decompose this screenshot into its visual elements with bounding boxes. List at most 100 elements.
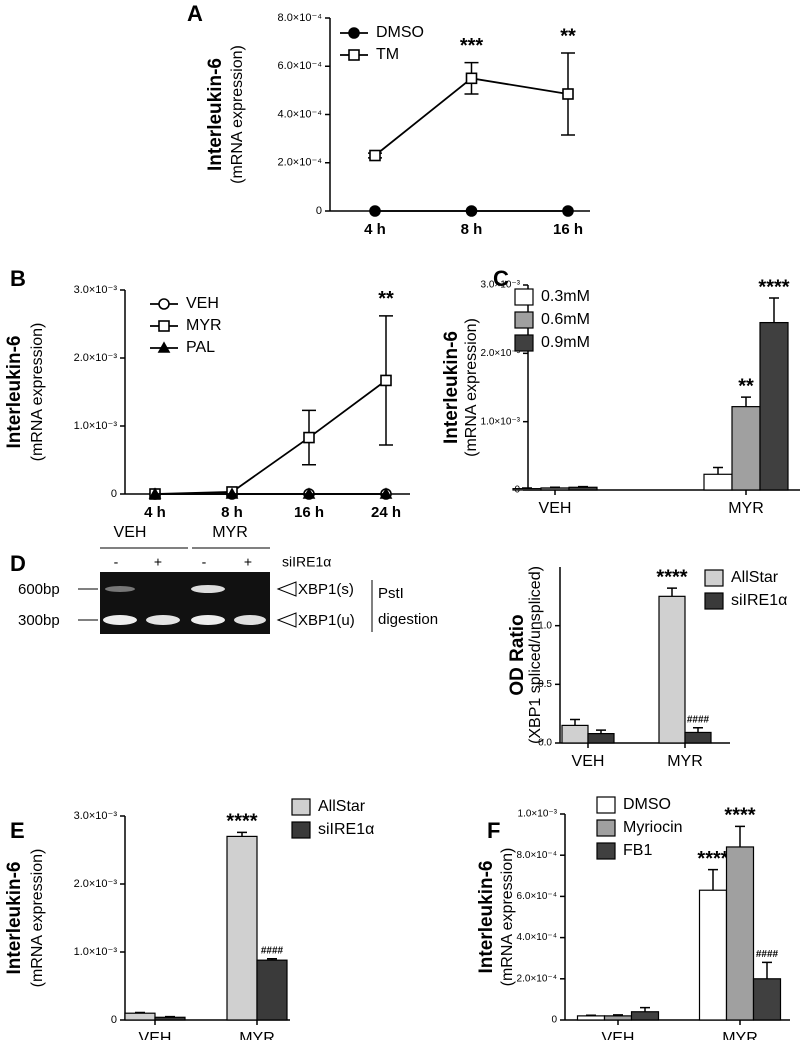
lane-sign: + [154,554,162,570]
bar [752,978,782,1021]
legend-marker [158,298,170,310]
y-tick-label: 2.0×10⁻⁴ [517,973,557,984]
annotation: *** [460,35,484,57]
legend-swatch [514,334,534,352]
x-tick-label: 24 h [371,504,401,521]
legend-label: 0.3mM [541,288,590,305]
annotation: **** [697,848,728,870]
bar [576,1015,606,1021]
bar [703,473,733,491]
marker [465,72,478,85]
y-tick-label: 2.0×10⁻³ [74,878,118,890]
bar [603,1015,633,1021]
y-axis-label: Interleukin-6 [205,58,226,171]
y-axis-label: Interleukin-6 [476,861,497,974]
error-bar [708,868,718,891]
x-tick-label: MYR [722,1030,758,1040]
bar [154,1016,186,1021]
x-tick-label: VEH [539,500,572,517]
annotation: ** [738,375,754,397]
panel-letter: E [10,818,25,843]
bar [698,889,728,1021]
panel: A Interleukin-6 (mRNA expression) 0 2.0×10⁻⁴… [187,1,590,238]
bar [759,321,789,491]
legend-swatch [514,288,534,306]
y-tick-label: 6.0×10⁻⁴ [278,60,323,72]
marker [379,487,393,499]
y-tick-label: 3.0×10⁻³ [74,810,118,822]
gel-band [105,586,135,592]
panel-letter: B [10,266,26,291]
x-tick-label: MYR [667,753,703,770]
legend-swatch [704,569,724,587]
x-tick-label: VEH [139,1030,172,1040]
legend-label: siIRE1α [318,821,374,838]
legend-label: VEH [186,295,219,312]
annotation: #### [756,949,779,960]
bar [561,724,589,744]
note: PstI [378,585,404,602]
annotation: ** [560,25,576,47]
bar [731,406,761,491]
gel-band [234,615,266,625]
y-axis-label: Interleukin-6 [4,336,25,449]
bar [540,487,570,491]
error-bar [237,831,247,837]
error-bar [640,1006,650,1012]
legend-label: TM [376,46,399,63]
panel-letter: F [487,818,500,843]
bar [226,835,258,1021]
legend-label: FB1 [623,842,652,859]
legend-label: AllStar [731,569,779,586]
band-label: XBP1(u) [298,612,355,629]
legend-label: DMSO [623,796,671,813]
y-axis-label: Interleukin-6 [441,331,462,444]
legend-marker [157,341,171,353]
gel-group: VEH [114,524,147,541]
legend-swatch [596,796,616,814]
x-tick-label: 4 h [144,504,166,521]
legend-swatch [291,798,311,816]
x-tick-label: MYR [239,1030,275,1040]
y-tick-label: 0 [111,488,117,500]
lane-sign: - [202,554,207,570]
error-bar [735,825,745,847]
y-tick-label: 1.0×10⁻³ [518,809,558,820]
x-tick-label: 16 h [553,221,583,238]
y-tick-label: 4.0×10⁻⁴ [278,108,323,120]
marker [303,431,315,444]
y-axis-sublabel: (mRNA expression) [29,849,46,988]
gel-band [191,615,225,625]
x-tick-label: MYR [728,500,764,517]
legend-label: DMSO [376,24,424,41]
error-bar [693,726,703,733]
y-tick-label: 8.0×10⁻⁴ [517,850,557,861]
note: digestion [378,611,438,628]
bar [725,846,755,1021]
y-tick-label: 2.0×10⁻³ [74,352,118,364]
panel: B Interleukin-6 (mRNA expression) 0 1.0×10⁻³… [4,266,410,521]
lane-sign: - [114,554,119,570]
y-tick-label: 3.0×10⁻³ [481,280,521,291]
y-tick-label: 1.0×10⁻³ [481,416,521,427]
error-bar [570,718,580,726]
band-arrow [276,581,297,597]
marker [562,88,574,100]
y-tick-label: 1.0 [538,620,552,631]
legend-marker [348,49,360,61]
error-bar [762,961,772,979]
annotation: **** [724,805,755,827]
legend-label: Myriocin [623,819,683,836]
y-axis-sublabel: (mRNA expression) [499,848,516,987]
y-tick-label: 0.5 [538,679,552,690]
y-axis-label: OD Ratio [507,614,528,695]
marker [369,149,381,162]
legend-swatch [596,819,616,837]
legend-swatch [514,311,534,329]
y-tick-label: 8.0×10⁻⁴ [278,12,323,24]
legend-label: MYR [186,317,222,334]
line [154,379,387,495]
y-tick-label: 0 [551,1015,557,1026]
